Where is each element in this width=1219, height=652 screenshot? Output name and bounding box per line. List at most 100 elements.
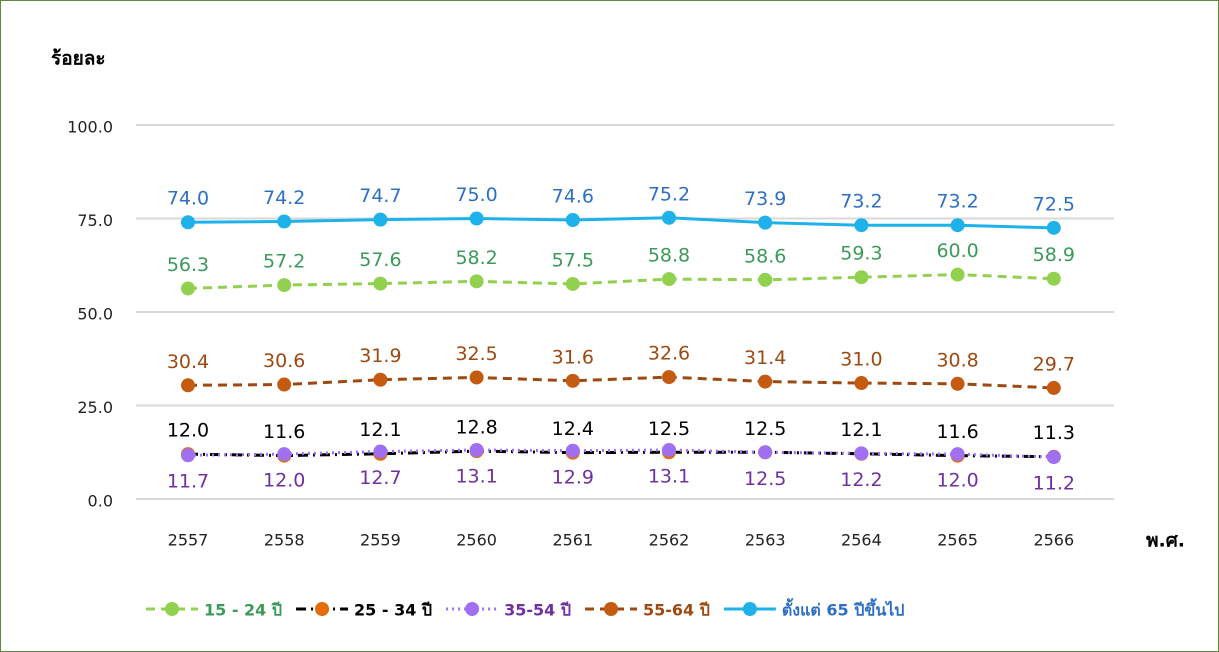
- point: [662, 210, 676, 225]
- value-label: 13.1: [455, 466, 497, 488]
- value-label: 29.7: [1033, 353, 1075, 375]
- series-line: [187, 448, 1054, 459]
- point: [1046, 271, 1061, 286]
- value-label: 73.2: [840, 191, 882, 213]
- point: [950, 218, 965, 233]
- value-label: 74.7: [359, 185, 401, 207]
- point: [277, 447, 292, 462]
- series-line: [187, 216, 1054, 230]
- point: [373, 276, 388, 291]
- legend-swatch-marker: [465, 602, 480, 616]
- x-tick-label: 2559: [360, 531, 401, 550]
- point: [854, 376, 869, 391]
- x-tick-label: 2565: [937, 531, 978, 550]
- legend-swatch-marker: [742, 602, 757, 616]
- point: [758, 445, 773, 460]
- value-label: 74.0: [167, 188, 209, 210]
- value-label: 12.5: [648, 418, 690, 440]
- value-label: 12.0: [263, 470, 305, 492]
- point: [662, 272, 676, 287]
- x-tick-label: 2561: [552, 531, 593, 550]
- x-tick-label: 2564: [841, 531, 882, 550]
- point: [1046, 380, 1061, 395]
- point: [277, 278, 292, 293]
- y-tick-label: 25.0: [77, 398, 113, 417]
- legend-label: 55-64 ปี: [643, 601, 710, 620]
- value-label: 75.0: [455, 184, 497, 206]
- value-label: 60.0: [936, 240, 978, 262]
- x-tick-label: 2566: [1033, 531, 1074, 550]
- point: [373, 444, 388, 459]
- point: [662, 443, 676, 458]
- value-label: 58.8: [648, 245, 690, 267]
- value-label: 75.2: [648, 183, 690, 205]
- value-label: 31.9: [359, 345, 401, 367]
- legend-label: ตั้งแต่ 65 ปีขึ้นไป: [782, 598, 905, 620]
- point: [662, 370, 676, 385]
- point: [565, 443, 580, 458]
- point: [950, 447, 965, 462]
- point: [1046, 220, 1061, 235]
- value-label: 58.2: [455, 247, 497, 269]
- point: [758, 374, 773, 389]
- x-tick-label: 2560: [456, 531, 497, 550]
- point: [565, 373, 580, 388]
- value-label: 12.9: [552, 466, 594, 488]
- y-tick-label: 100.0: [67, 118, 113, 137]
- value-label: 11.7: [167, 471, 209, 493]
- value-label: 58.9: [1033, 244, 1075, 266]
- value-label: 12.0: [936, 470, 978, 492]
- legend-swatch-marker: [604, 602, 618, 616]
- point: [854, 218, 869, 233]
- x-tick-label: 2563: [745, 531, 786, 550]
- point: [181, 281, 195, 296]
- value-label: 12.5: [744, 468, 786, 490]
- point: [277, 377, 292, 392]
- point: [373, 372, 388, 387]
- value-label: 31.4: [744, 347, 786, 369]
- point: [565, 212, 580, 227]
- series-line: [187, 375, 1054, 390]
- point: [854, 270, 869, 285]
- value-label: 30.4: [167, 351, 209, 373]
- value-label: 13.1: [648, 466, 690, 488]
- x-tick-label: 2557: [168, 531, 209, 550]
- value-label: 31.0: [840, 349, 882, 371]
- value-label: 12.1: [840, 419, 882, 441]
- point: [950, 376, 965, 391]
- value-label: 30.8: [936, 349, 978, 371]
- point: [1046, 450, 1061, 465]
- value-label: 12.7: [359, 467, 401, 489]
- value-label: 11.6: [936, 421, 978, 443]
- value-label: 11.6: [263, 421, 305, 443]
- point: [469, 274, 484, 289]
- legend-label: 15 - 24 ปี: [204, 601, 282, 620]
- legend-label: 35-54 ปี: [504, 601, 571, 620]
- legend-swatch-marker: [165, 602, 179, 616]
- y-tick-label: 0.0: [88, 492, 113, 511]
- value-label: 30.6: [263, 350, 305, 372]
- value-label: 12.8: [455, 417, 497, 439]
- value-label: 59.3: [840, 243, 882, 265]
- value-label: 56.3: [167, 254, 209, 276]
- point: [469, 211, 484, 226]
- x-tick-label: 2558: [264, 531, 305, 550]
- point: [181, 448, 195, 463]
- y-axis-title: ร้อยละ: [51, 48, 106, 70]
- value-label: 12.0: [167, 420, 209, 442]
- x-tick-label: 2562: [649, 531, 690, 550]
- legend-label: 25 - 34 ปี: [354, 601, 432, 620]
- value-label: 74.2: [263, 187, 305, 209]
- point: [854, 446, 869, 461]
- point: [277, 214, 292, 229]
- point: [469, 443, 484, 458]
- series-line: [187, 273, 1054, 290]
- point: [181, 215, 195, 230]
- value-label: 72.5: [1033, 193, 1075, 215]
- value-label: 74.6: [552, 185, 594, 207]
- value-label: 12.2: [840, 469, 882, 491]
- point: [950, 267, 965, 282]
- value-label: 11.2: [1033, 473, 1075, 495]
